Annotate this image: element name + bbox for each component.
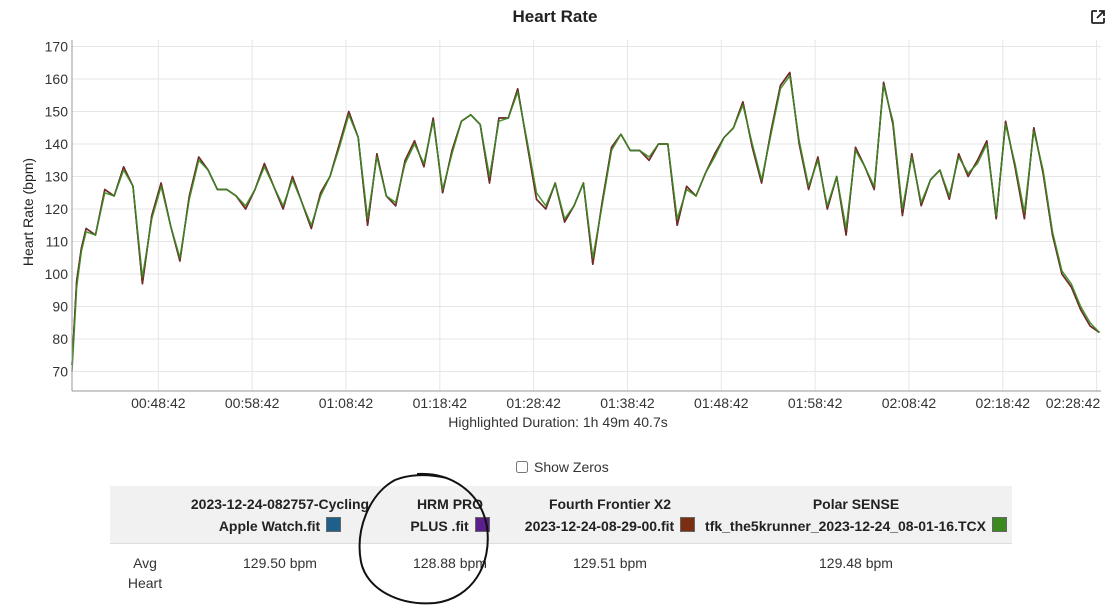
y-tick-label: 130 [45,169,69,185]
avg-value: 129.51 bpm [573,555,647,571]
avg-value: 129.48 bpm [819,555,893,571]
series-swatch[interactable] [680,517,696,532]
show-zeros-toggle[interactable]: Show Zeros [516,459,609,475]
y-tick-label: 140 [45,136,69,152]
x-tick-label: 01:38:42 [600,395,655,411]
header-line: PLUS .fit [410,518,469,534]
y-tick-label: 100 [45,266,69,282]
table-header-polar-sense: Polar SENSE tfk_the5krunner_2023-12-24_0… [700,486,1012,544]
x-tick-label: 02:18:42 [976,395,1031,411]
table-row: Avg Heart 129.50 bpm 128.88 bpm 129.51 b… [110,544,1012,603]
y-axis-label: Heart Rate (bpm) [20,158,36,266]
y-tick-label: 150 [45,104,69,120]
table-header-apple-watch: 2023-12-24-082757-Cycling Apple Watch.fi… [180,486,380,544]
y-tick-label: 160 [45,71,69,87]
header-line: Polar SENSE [812,496,900,512]
x-axis-label: Highlighted Duration: 1h 49m 40.7s [448,414,667,430]
x-tick-label: 01:28:42 [506,395,561,411]
x-tick-label: 02:28:42 [1046,395,1101,411]
show-zeros-label: Show Zeros [534,459,609,475]
y-tick-label: 120 [45,201,69,217]
y-tick-labels: 70 80 90 100 110 120 130 140 150 160 170 [45,39,69,380]
table-header-row: 2023-12-24-082757-Cycling Apple Watch.fi… [110,486,1012,544]
header-line: 2023-12-24-082757-Cycling [190,496,370,512]
header-line: Fourth Frontier X2 [548,496,672,512]
header-line: 2023-12-24-08-29-00.fit [524,518,675,534]
x-tick-label: 01:08:42 [319,395,374,411]
series-line-4[interactable] [71,75,1100,372]
header-line: HRM PRO [416,496,484,512]
y-tick-label: 170 [45,39,69,55]
y-tick-label: 80 [52,331,68,347]
header-line: Apple Watch.fit [218,518,321,534]
row-label: Avg Heart [110,544,180,603]
x-tick-label: 01:18:42 [413,395,468,411]
series-lines [71,71,1100,372]
series-swatch[interactable] [474,517,490,532]
x-tick-label: 00:48:42 [131,395,186,411]
table-header-hrm-pro: HRM PRO PLUS .fit [380,486,520,544]
series-line-2[interactable] [71,71,1100,366]
series-line-1[interactable] [71,71,1100,366]
table-header-fourth-frontier: Fourth Frontier X2 2023-12-24-08-29-00.f… [520,486,700,544]
avg-value: 129.50 bpm [243,555,317,571]
x-tick-label: 01:48:42 [694,395,749,411]
x-tick-labels: 00:48:42 00:58:42 01:08:42 01:18:42 01:28:42… [131,395,1100,411]
chart-title: Heart Rate [512,7,598,26]
series-swatch[interactable] [991,517,1007,532]
x-tick-label: 00:58:42 [225,395,280,411]
x-tick-label: 01:58:42 [788,395,843,411]
avg-value: 128.88 bpm [413,555,487,571]
row-label-line: Avg [133,555,157,571]
series-line-3[interactable] [71,71,1100,366]
header-line: tfk_the5krunner_2023-12-24_08-01-16.TCX [705,518,986,534]
y-tick-label: 70 [52,364,68,380]
series-swatch[interactable] [326,517,342,532]
stats-table: 2023-12-24-082757-Cycling Apple Watch.fi… [110,486,1012,602]
show-zeros-checkbox[interactable] [516,461,528,473]
y-tick-label: 110 [46,234,69,250]
row-label-line: Heart [127,575,163,591]
y-tick-label: 90 [52,299,68,315]
external-link-icon[interactable] [1090,9,1106,25]
table-header-empty [110,486,180,544]
x-tick-label: 02:08:42 [882,395,937,411]
